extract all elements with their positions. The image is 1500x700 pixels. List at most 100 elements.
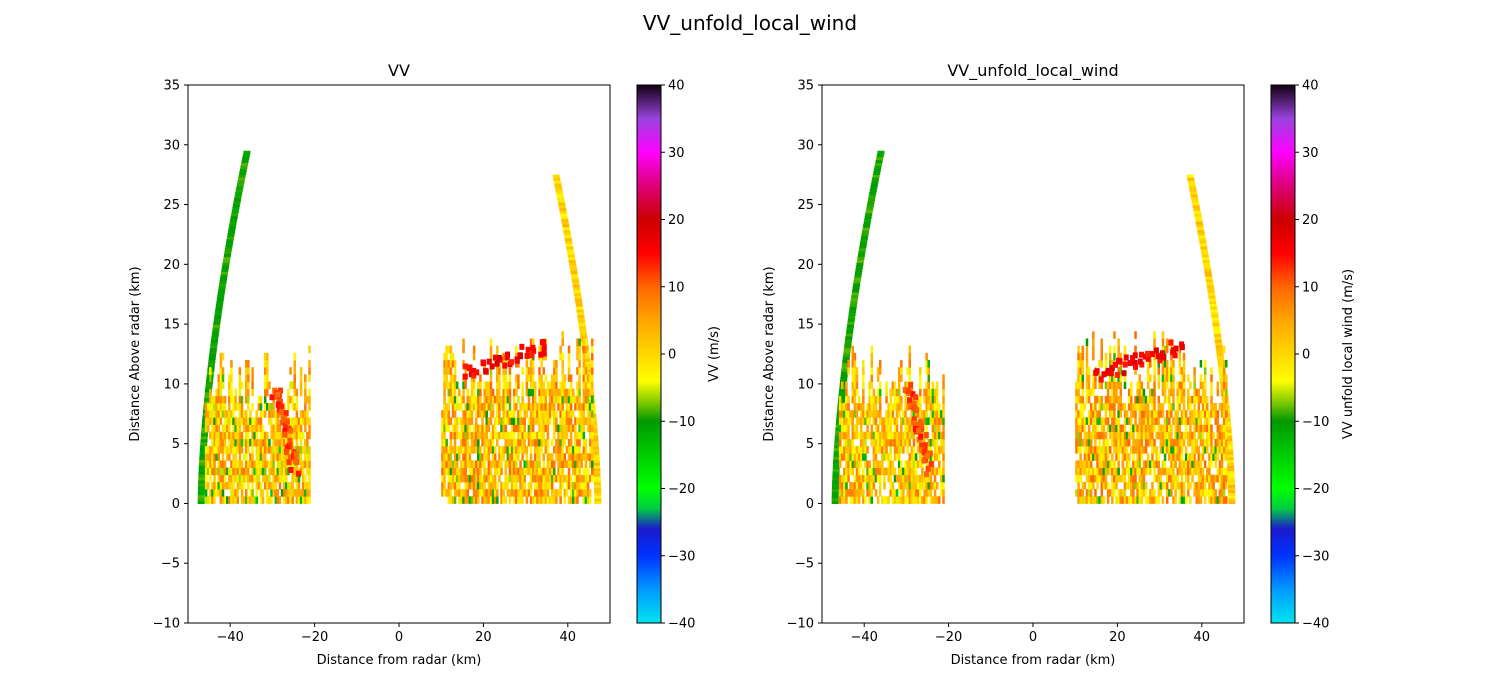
radar-gate bbox=[498, 381, 501, 390]
radar-gate bbox=[1096, 474, 1099, 483]
radar-arc-gate bbox=[200, 444, 208, 449]
radar-gate bbox=[217, 481, 221, 490]
radar-gate bbox=[1149, 410, 1152, 418]
radar-gate bbox=[1142, 431, 1146, 440]
radar-gate bbox=[542, 410, 545, 418]
radar-gate bbox=[498, 388, 501, 397]
radar-gate bbox=[1125, 446, 1129, 454]
radar-gate bbox=[217, 446, 221, 454]
radar-gate bbox=[1157, 381, 1160, 390]
radar-gate bbox=[853, 403, 857, 411]
radar-gate bbox=[1096, 446, 1099, 454]
radar-gate bbox=[508, 460, 512, 468]
radar-gate bbox=[1206, 489, 1209, 497]
radar-gate bbox=[1191, 431, 1194, 440]
radar-gate bbox=[1144, 481, 1148, 490]
radar-gate bbox=[572, 496, 575, 504]
radar-gate bbox=[1111, 424, 1114, 433]
radar-gate bbox=[508, 417, 512, 425]
radar-gate bbox=[845, 467, 848, 476]
radar-gate bbox=[462, 388, 465, 397]
radar-streak-gate bbox=[284, 418, 290, 425]
y-tick-label: 25 bbox=[163, 198, 180, 213]
radar-gate bbox=[927, 489, 931, 497]
radar-gate bbox=[555, 417, 558, 425]
radar-gate bbox=[1079, 438, 1082, 447]
radar-gate bbox=[500, 467, 503, 476]
radar-gate bbox=[491, 481, 495, 490]
radar-gate bbox=[244, 446, 248, 454]
radar-gate bbox=[1094, 381, 1097, 390]
radar-gate bbox=[1132, 446, 1135, 454]
radar-gate bbox=[859, 438, 863, 447]
radar-gate bbox=[881, 460, 884, 468]
radar-gate bbox=[550, 467, 554, 476]
radar-gate bbox=[940, 467, 943, 476]
radar-gate bbox=[1222, 438, 1226, 447]
radar-gate bbox=[280, 460, 284, 468]
radar-gate bbox=[1085, 446, 1089, 454]
radar-arc-gate bbox=[210, 341, 218, 346]
radar-gate bbox=[1100, 352, 1104, 361]
radar-gate bbox=[1075, 403, 1078, 411]
radar-streak-gate bbox=[1172, 352, 1178, 359]
radar-gate bbox=[893, 388, 897, 397]
radar-gate bbox=[534, 395, 537, 404]
radar-gate bbox=[219, 481, 223, 490]
radar-gate bbox=[561, 438, 564, 447]
radar-gate bbox=[1127, 453, 1131, 461]
radar-gate bbox=[1165, 359, 1169, 368]
radar-streak-gate bbox=[539, 339, 545, 346]
radar-gate bbox=[460, 446, 463, 454]
radar-gate bbox=[527, 431, 531, 440]
radar-gate bbox=[1085, 417, 1089, 425]
radar-gate bbox=[451, 446, 455, 454]
radar-gate bbox=[263, 410, 267, 418]
radar-gate bbox=[1146, 359, 1150, 368]
radar-gate bbox=[474, 474, 478, 483]
radar-gate bbox=[1092, 403, 1095, 411]
y-tick-label: 20 bbox=[797, 258, 814, 273]
y-tick-label: −10 bbox=[153, 617, 180, 632]
radar-gate bbox=[866, 446, 869, 454]
radar-gate bbox=[591, 474, 594, 483]
radar-gate bbox=[567, 345, 571, 354]
radar-gate bbox=[555, 438, 558, 447]
radar-arc-gate bbox=[232, 203, 240, 208]
radar-gate bbox=[1159, 489, 1163, 497]
radar-gate bbox=[1218, 446, 1222, 454]
radar-gate bbox=[462, 496, 465, 504]
radar-gate bbox=[1176, 438, 1179, 447]
radar-gate bbox=[878, 367, 882, 375]
radar-gate bbox=[521, 424, 524, 433]
radar-gate bbox=[206, 481, 210, 490]
radar-gate bbox=[849, 410, 852, 418]
radar-gate bbox=[559, 496, 562, 504]
radar-gate bbox=[591, 424, 594, 433]
radar-gate bbox=[900, 367, 903, 375]
radar-gate bbox=[272, 481, 275, 490]
radar-gate bbox=[474, 496, 478, 504]
radar-gate bbox=[578, 338, 581, 347]
radar-gate bbox=[527, 460, 531, 468]
radar-gate bbox=[491, 438, 495, 447]
radar-arc-gate bbox=[876, 156, 884, 161]
radar-gate bbox=[574, 417, 577, 425]
radar-gate bbox=[1153, 359, 1156, 368]
radar-gate bbox=[1170, 352, 1173, 361]
radar-arc-gate bbox=[842, 362, 850, 366]
radar-gate bbox=[546, 446, 550, 454]
radar-gate bbox=[919, 453, 922, 461]
radar-gate bbox=[512, 489, 516, 497]
radar-streak-gate bbox=[906, 388, 912, 395]
radar-gate bbox=[1180, 481, 1184, 490]
radar-streak-gate bbox=[925, 465, 931, 472]
radar-arc-gate bbox=[227, 233, 235, 237]
radar-gate bbox=[221, 374, 225, 382]
radar-gate bbox=[881, 496, 884, 504]
radar-streak-gate bbox=[486, 358, 492, 365]
radar-gate bbox=[1098, 453, 1101, 461]
radar-gate bbox=[933, 467, 937, 476]
radar-gate bbox=[883, 481, 886, 490]
radar-gate bbox=[897, 395, 901, 404]
